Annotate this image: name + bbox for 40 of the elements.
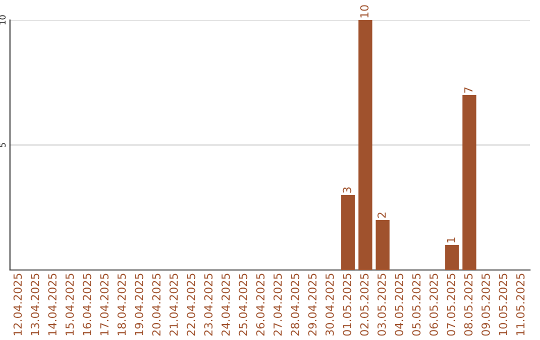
x-tick-label: 14.04.2025 (48, 274, 57, 336)
x-tick-label: 28.04.2025 (290, 274, 300, 336)
x-tick-label: 01.05.2025 (342, 274, 352, 336)
x-tick-label: 10.05.2025 (498, 274, 508, 336)
x-tick-label: 27.04.2025 (273, 274, 282, 336)
x-tick-label: 08.05.2025 (464, 274, 473, 336)
x-tick-label: 23.04.2025 (204, 274, 213, 336)
x-tick-label: 21.04.2025 (169, 274, 178, 336)
x-tick-label: 02.05.2025 (360, 274, 369, 336)
x-tick-label: 12.04.2025 (13, 274, 22, 336)
x-tick-label: 20.04.2025 (152, 274, 161, 336)
data-label: 2 (377, 212, 386, 218)
x-tick-label: 07.05.2025 (446, 274, 456, 336)
x-tick-label: 11.05.2025 (516, 274, 525, 336)
x-tick-label: 06.05.2025 (429, 274, 438, 336)
data-label: 7 (464, 87, 472, 93)
x-tick-label: 15.04.2025 (65, 274, 74, 336)
x-tick-label: 16.04.2025 (82, 274, 92, 336)
data-label: 10 (360, 5, 369, 18)
x-tick-label: 24.04.2025 (221, 274, 230, 336)
x-tick-label: 09.05.2025 (481, 274, 490, 336)
bar (358, 20, 372, 270)
bar (341, 195, 355, 270)
x-tick-label: 04.05.2025 (394, 274, 404, 336)
x-tick-label: 03.05.2025 (377, 274, 386, 336)
bar (445, 245, 459, 270)
bar (462, 95, 476, 270)
x-tick-label: 29.04.2025 (308, 274, 317, 336)
x-tick-label: 05.05.2025 (412, 274, 421, 336)
bar (376, 220, 390, 270)
data-label: 1 (446, 238, 456, 242)
x-tick-label: 30.04.2025 (325, 274, 334, 336)
x-tick-label: 19.04.2025 (134, 274, 144, 336)
x-tick-label: 17.04.2025 (100, 274, 109, 336)
x-tick-label: 25.04.2025 (238, 274, 248, 336)
x-tick-label: 13.04.2025 (30, 274, 40, 336)
x-tick-label: 26.04.2025 (256, 274, 265, 336)
x-tick-label: 18.04.2025 (117, 274, 126, 336)
x-tick-label: 22.04.2025 (186, 274, 196, 336)
data-label: 3 (342, 187, 352, 193)
